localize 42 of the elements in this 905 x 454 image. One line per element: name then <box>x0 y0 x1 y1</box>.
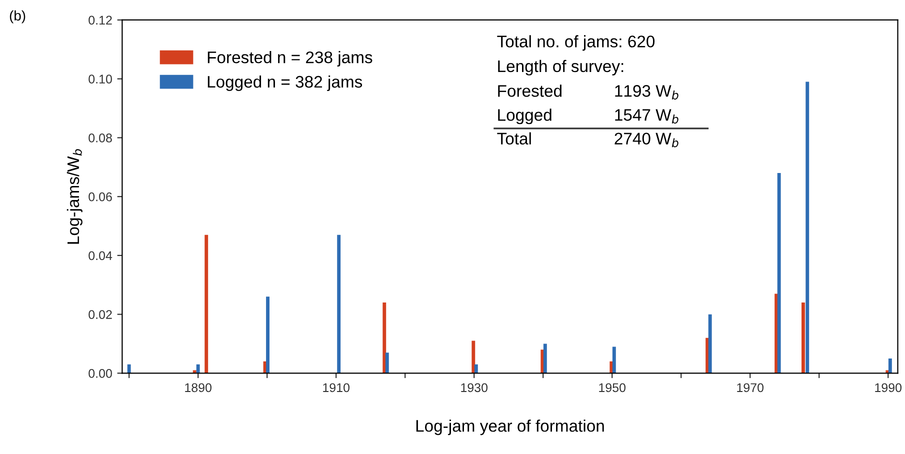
bar <box>777 173 781 374</box>
x-tick-label: 1950 <box>599 383 626 392</box>
bar <box>474 364 478 374</box>
bar <box>888 358 892 374</box>
x-tick-label: 1970 <box>737 383 764 392</box>
bar <box>612 346 616 374</box>
x-tick-label: 1990 <box>875 383 902 392</box>
annotation: Length of survey: <box>498 60 624 76</box>
x-axis-title: Log-jam year of formation <box>416 420 604 436</box>
text: (b) <box>10 10 26 24</box>
y-tick-label: 0.04 <box>88 251 112 260</box>
bar <box>708 314 712 374</box>
bar <box>204 234 208 374</box>
y-tick-label: 0.02 <box>88 310 112 319</box>
bar <box>806 82 810 374</box>
annotation: Logged <box>498 108 552 124</box>
bar <box>127 364 131 374</box>
bar <box>196 364 200 374</box>
y-tick-label: 0.12 <box>88 16 112 25</box>
bar <box>337 234 341 374</box>
y-tick-label: 0.06 <box>88 192 112 202</box>
legend-label: Forested n = 238 jams <box>208 51 372 67</box>
bar <box>382 302 386 374</box>
bar <box>266 296 270 374</box>
annotation: Total no. of jams: 620 <box>497 35 655 51</box>
annotation: 2740 W$_{b}$ <box>614 132 678 148</box>
y-tick-label: 0.08 <box>88 134 112 142</box>
bar <box>472 340 476 374</box>
y-tick-label: 0.10 <box>88 74 112 84</box>
y-axis-title: Log-jams/W$_{b}$ <box>66 149 82 244</box>
bar <box>385 352 389 374</box>
annotation: 1193 W$_{b}$ <box>615 85 678 100</box>
annotation: Total <box>497 132 531 145</box>
annotation: Forested <box>498 84 562 97</box>
x-tick-label: 1910 <box>323 383 350 392</box>
legend-label: Logged n = 382 jams <box>208 75 362 92</box>
x-tick-label: 1930 <box>461 383 488 392</box>
y-tick-label: 0.00 <box>88 368 112 378</box>
annotation: 1547 W$_{b}$ <box>615 109 678 124</box>
bar <box>543 344 547 374</box>
bar <box>802 302 805 374</box>
x-tick-label: 1890 <box>185 383 212 392</box>
